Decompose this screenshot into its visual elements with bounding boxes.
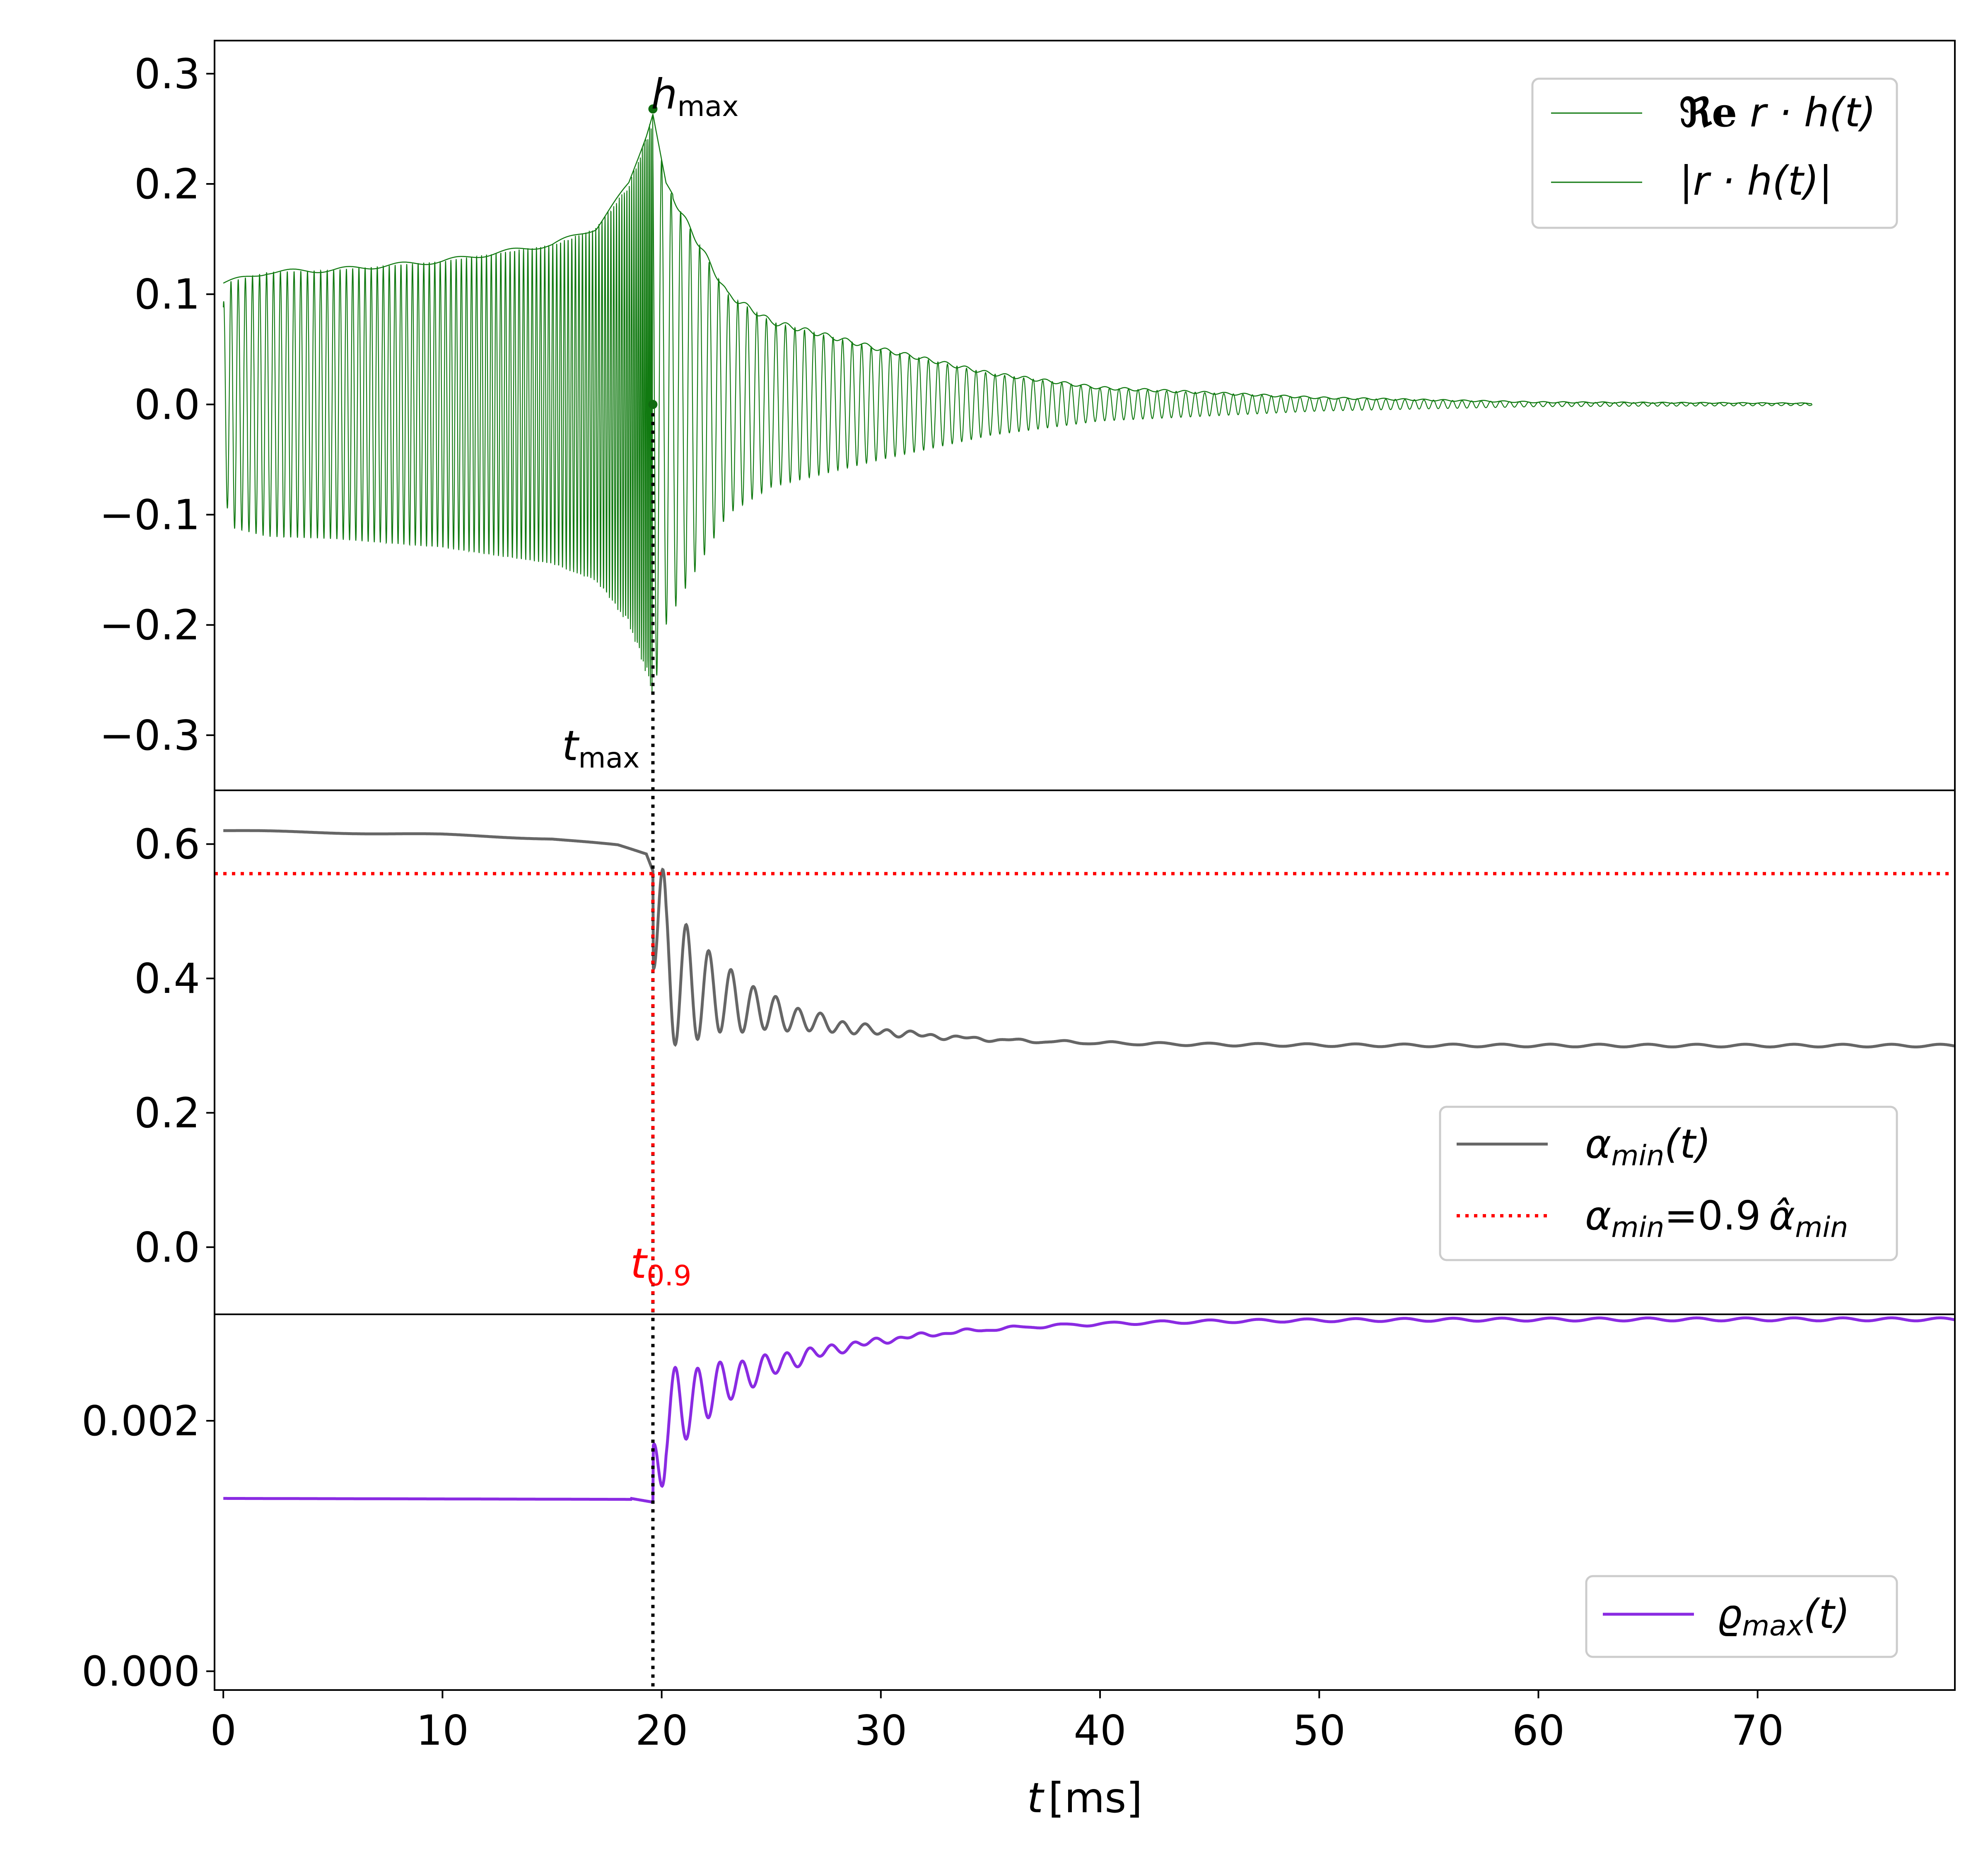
y-tick-label: 0.000 [82, 1647, 200, 1696]
zero-crossing-marker [648, 400, 658, 409]
legend-label-alpha-min: αmin(t) [1585, 1121, 1711, 1172]
x-tick-label: 70 [1731, 1706, 1784, 1755]
y-tick-label: −0.1 [99, 491, 200, 539]
t-max-annotation: tmax [562, 722, 639, 775]
legend-label-abs-rh: |r · h(t)| [1679, 158, 1832, 205]
markers-layer [648, 104, 658, 409]
bottom-panel-plot [223, 1316, 1955, 1504]
y-tick-label: 0.002 [82, 1397, 200, 1445]
legend-label-rho-max: ϱmax(t) [1717, 1591, 1850, 1642]
y-tick-label: 0.2 [134, 1089, 200, 1137]
middle-panel-plot [215, 829, 1955, 1048]
x-tick-label: 10 [416, 1706, 469, 1755]
y-tick-label: −0.2 [99, 601, 200, 650]
t-0.9-annotation: t0.9 [630, 1239, 691, 1292]
y-tick-label: 0.4 [134, 954, 200, 1003]
x-tick-label: 60 [1512, 1706, 1565, 1755]
y-tick-label: 0.3 [134, 50, 200, 98]
y-tick-label: 0.1 [134, 270, 200, 319]
top-panel-plot [223, 114, 1813, 693]
middle-legend: αmin(t) αmin=0.9 α̂min [1439, 1106, 1898, 1261]
ticks-layer: 0.3 0.2 0.1 0.0 −0.1 −0.2 −0.3 0.6 0.4 0.2 0.0 0.00… [82, 50, 1784, 1755]
top-legend: ℜe r · h(t) |r · h(t)| [1531, 77, 1898, 229]
x-tick-label: 50 [1293, 1706, 1346, 1755]
rho-max-line [223, 1316, 1955, 1504]
legend-label-re-rh: ℜe r · h(t) [1679, 89, 1876, 136]
x-tick-label: 20 [635, 1706, 688, 1755]
y-tick-label: 0.2 [134, 160, 200, 208]
y-tick-label: 0.6 [134, 820, 200, 869]
x-tick-label: 40 [1074, 1706, 1126, 1755]
h-max-annotation: hmax [651, 70, 739, 123]
x-axis-title: t [ms] [1027, 1774, 1143, 1822]
y-tick-label: 0.0 [134, 380, 200, 429]
x-tick-label: 30 [854, 1706, 907, 1755]
bottom-panel-frame [214, 1313, 1956, 1691]
h-max-marker [648, 104, 658, 114]
bottom-legend: ϱmax(t) [1585, 1575, 1898, 1658]
alpha-min-line [223, 829, 1955, 1048]
x-tick-label: 0 [210, 1706, 236, 1755]
y-tick-label: 0.0 [134, 1223, 200, 1272]
legend-label-alpha-threshold: αmin=0.9 α̂min [1585, 1193, 1848, 1244]
abs-rh-line [223, 114, 1812, 404]
y-tick-label: −0.3 [99, 711, 200, 760]
